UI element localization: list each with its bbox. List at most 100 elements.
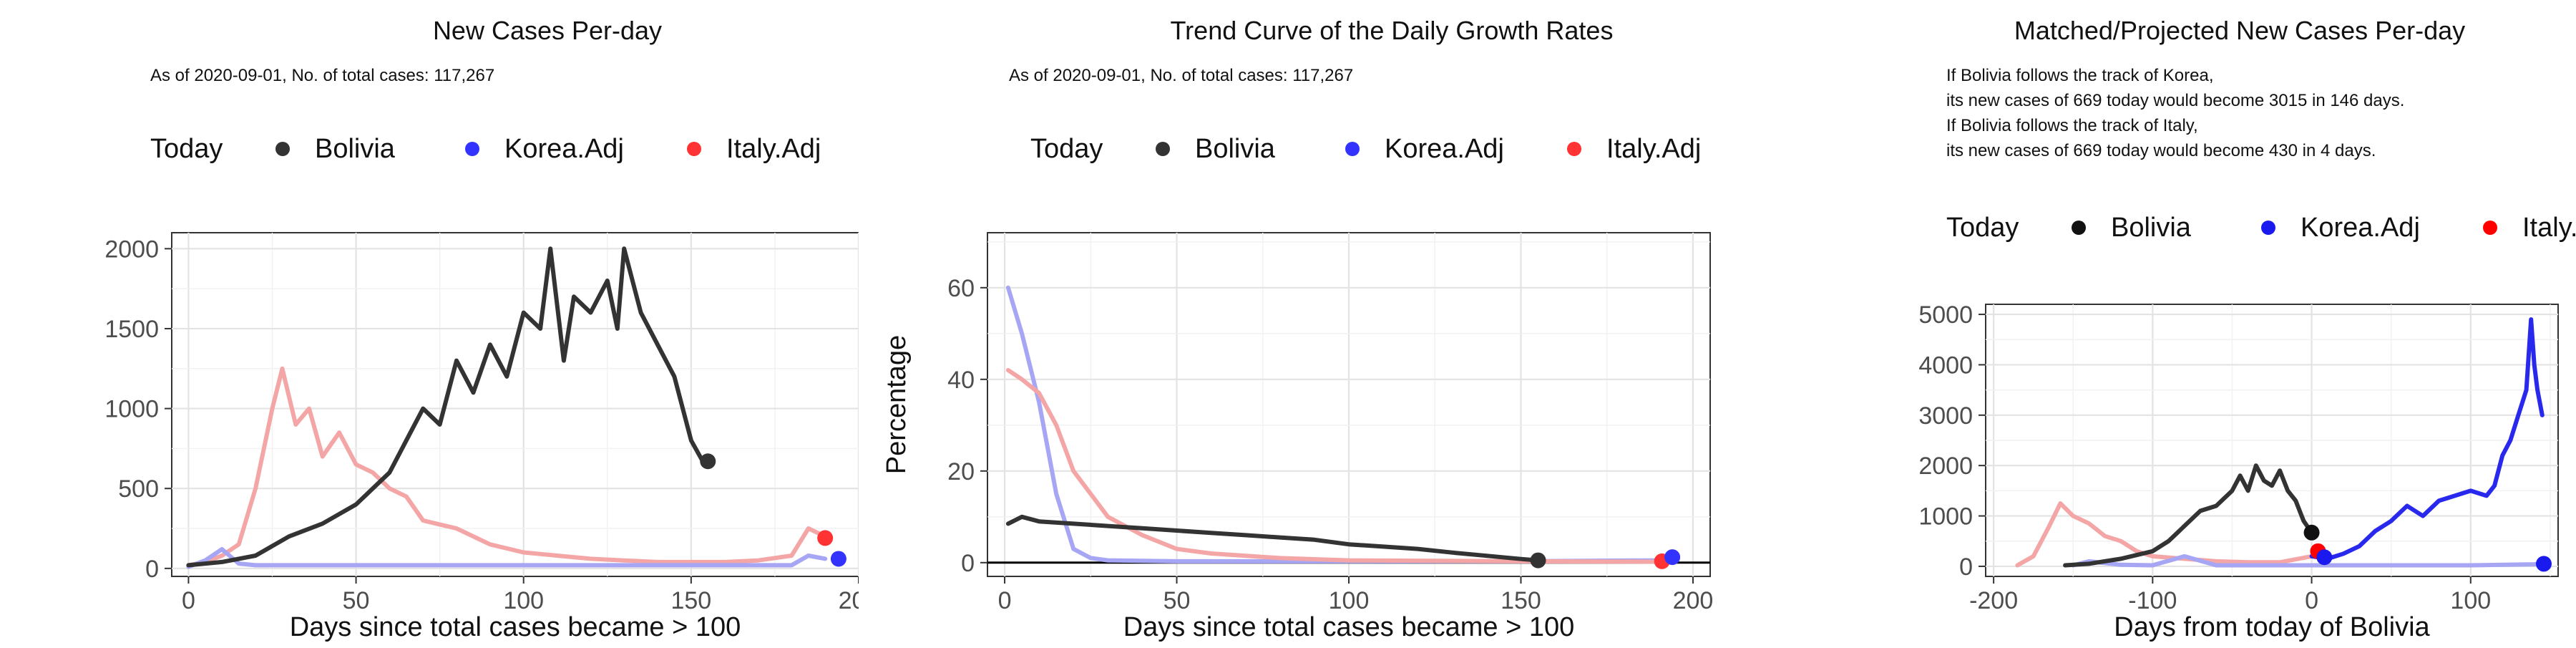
- y-axis-ticks: 0 20 40 60: [947, 275, 987, 577]
- endpoint-italy-adj: [817, 530, 834, 546]
- x-axis-label: Days since total cases became > 100: [290, 612, 741, 642]
- series-layer: [2015, 317, 2545, 568]
- chart-new-cases: New Cases Per-day As of 2020-09-01, No. …: [104, 16, 879, 642]
- y-axis-ticks: 0 1000 2000 3000 4000 5000: [1918, 301, 1986, 581]
- legend-marker-italy: [687, 142, 701, 156]
- legend-title: Today: [1946, 213, 2019, 243]
- endpoint-korea-adj: [1664, 549, 1681, 566]
- subtitle-line: If Bolivia follows the track of Italy,: [1946, 116, 2198, 135]
- endpoint-korea-adj: [2316, 549, 2333, 566]
- series-line-korea-adj-3: [2309, 317, 2545, 561]
- chart-title: Trend Curve of the Daily Growth Rates: [1171, 16, 1614, 45]
- endpoint-bolivia: [700, 453, 716, 470]
- y-tick-label: 20: [947, 458, 975, 485]
- y-tick-label: 2000: [1918, 453, 1973, 480]
- chart-subtitle: If Bolivia follows the track of Korea, i…: [1946, 66, 2404, 160]
- legend-marker-bolivia: [1156, 142, 1170, 156]
- y-tick-label: 1000: [104, 396, 159, 423]
- legend: Today Bolivia Korea.Adj Italy.Adj: [1030, 134, 1701, 164]
- x-tick-label: 0: [2305, 587, 2318, 614]
- x-axis-ticks: 0 50 100 150 200: [182, 576, 879, 614]
- endpoint-layer: [700, 453, 847, 567]
- series-layer: [186, 246, 828, 569]
- legend-label-korea: Korea.Adj: [2301, 213, 2420, 243]
- x-tick-label: 0: [182, 587, 195, 614]
- subtitle-line: its new cases of 669 today would become …: [1946, 91, 2404, 110]
- endpoint-korea-adj: [2536, 556, 2552, 572]
- y-tick-label: 0: [145, 556, 159, 583]
- series-line-korea-adj-1: [2071, 553, 2545, 568]
- legend-title: Today: [1030, 134, 1103, 164]
- y-tick-label: 0: [1959, 553, 1973, 581]
- y-tick-label: 1000: [1918, 503, 1973, 531]
- grid: [987, 233, 1710, 576]
- legend-label-italy: Italy.Adj: [726, 134, 821, 164]
- subtitle-line: its new cases of 669 today would become …: [1946, 141, 2376, 160]
- x-tick-label: 50: [1163, 587, 1191, 614]
- legend-marker-italy: [2483, 221, 2497, 235]
- x-tick-label: 0: [998, 587, 1012, 614]
- legend-label-bolivia: Bolivia: [1195, 134, 1276, 164]
- y-tick-label: 40: [947, 367, 975, 394]
- legend-title: Today: [150, 134, 223, 164]
- legend-label-bolivia: Bolivia: [2111, 213, 2192, 243]
- x-axis-ticks: -200 -100 0 100: [1969, 576, 2491, 614]
- y-tick-label: 60: [947, 275, 975, 302]
- legend: Today Bolivia Korea.Adj Italy.Adj: [1946, 213, 2576, 243]
- legend-label-bolivia: Bolivia: [315, 134, 396, 164]
- legend-label-korea: Korea.Adj: [1385, 134, 1504, 164]
- y-tick-label: 4000: [1918, 352, 1973, 379]
- endpoint-layer: [1530, 549, 1681, 569]
- chart-subtitle: As of 2020-09-01, No. of total cases: 11…: [150, 66, 494, 85]
- legend-marker-korea: [1345, 142, 1360, 156]
- legend-marker-bolivia: [275, 142, 290, 156]
- x-tick-label: -100: [2128, 587, 2177, 614]
- chart-title: Matched/Projected New Cases Per-day: [2014, 16, 2465, 45]
- x-tick-label: 150: [1501, 587, 1541, 614]
- series-line-italy-adj-0: [186, 366, 828, 568]
- series-line-bolivia-2: [2063, 463, 2314, 568]
- legend-marker-italy: [1567, 142, 1581, 156]
- legend-label-korea: Korea.Adj: [504, 134, 624, 164]
- endpoint-bolivia: [2303, 524, 2320, 541]
- plot-panel: [171, 232, 859, 577]
- y-tick-label: 1500: [104, 316, 159, 343]
- y-tick-label: 500: [118, 475, 159, 503]
- endpoint-layer: [2303, 524, 2552, 572]
- x-tick-label: 150: [670, 587, 711, 614]
- x-tick-label: 100: [503, 587, 544, 614]
- x-tick-label: -200: [1969, 587, 2018, 614]
- endpoint-korea-adj: [830, 551, 847, 567]
- subtitle-line: If Bolivia follows the track of Korea,: [1946, 66, 2214, 85]
- panel-projected: Matched/Projected New Cases Per-day If B…: [1717, 0, 2576, 644]
- y-axis-ticks: 0 500 1000 1500 2000: [104, 236, 172, 583]
- series-line-korea-adj-1: [186, 547, 828, 569]
- chart-subtitle: As of 2020-09-01, No. of total cases: 11…: [1009, 66, 1353, 85]
- x-tick-label: 50: [343, 587, 370, 614]
- chart-projected: Matched/Projected New Cases Per-day If B…: [1918, 16, 2576, 642]
- chart-title: New Cases Per-day: [433, 16, 662, 45]
- y-tick-label: 5000: [1918, 301, 1973, 329]
- chart-growth-rates: Trend Curve of the Daily Growth Rates As…: [882, 16, 1714, 642]
- panel-new-cases: New Cases Per-day As of 2020-09-01, No. …: [0, 0, 879, 644]
- series-line-bolivia-2: [186, 246, 707, 568]
- x-tick-label: 100: [1329, 587, 1370, 614]
- series-line-italy-adj-0: [2015, 501, 2321, 568]
- legend-marker-korea: [465, 142, 479, 156]
- panel-growth-rates: Trend Curve of the Daily Growth Rates As…: [859, 0, 1717, 644]
- x-axis-label: Days from today of Bolivia: [2114, 612, 2430, 642]
- legend: Today Bolivia Korea.Adj Italy.Adj: [150, 134, 821, 164]
- x-tick-label: 100: [2450, 587, 2491, 614]
- legend-marker-bolivia: [2072, 221, 2086, 235]
- y-tick-label: 2000: [104, 236, 159, 263]
- legend-label-italy: Italy.Adj: [1606, 134, 1701, 164]
- series-line-bolivia-2: [1005, 514, 1541, 563]
- y-tick-label: 3000: [1918, 402, 1973, 430]
- legend-label-italy: Italy.Adj: [2522, 213, 2576, 243]
- x-axis-ticks: 0 50 100 150 200: [998, 576, 1714, 614]
- x-tick-label: 200: [1673, 587, 1714, 614]
- y-axis-label: Percentage: [882, 335, 912, 474]
- x-tick-label: 200: [839, 587, 859, 614]
- legend-marker-korea: [2261, 221, 2275, 235]
